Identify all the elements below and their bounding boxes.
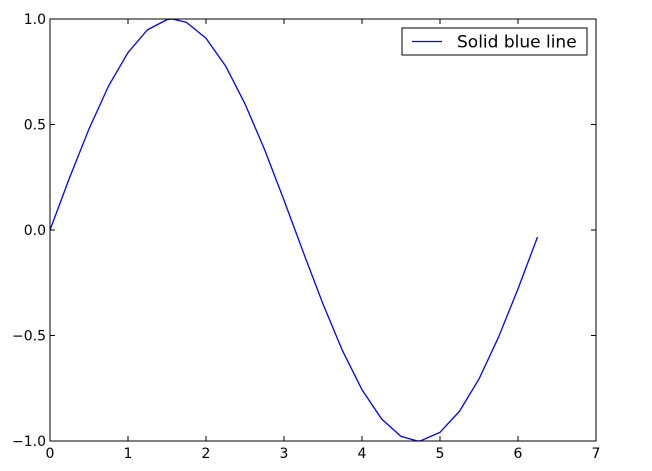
series-line <box>49 18 539 442</box>
y-tick-label: 0.0 <box>24 223 46 239</box>
x-tick-label: 0 <box>46 446 55 462</box>
y-tick-label: 0.5 <box>24 118 46 134</box>
x-tick-label: 7 <box>592 446 601 462</box>
legend: Solid blue line <box>401 27 588 56</box>
x-tick-label: 1 <box>124 446 133 462</box>
y-tick-label: 1.0 <box>24 12 46 28</box>
y-tick-label: −1.0 <box>12 434 46 450</box>
axes-frame <box>49 18 597 442</box>
x-tick-label: 2 <box>202 446 211 462</box>
x-tick-label: 4 <box>358 446 367 462</box>
legend-label: Solid blue line <box>457 33 577 53</box>
x-tick-label: 6 <box>514 446 523 462</box>
ticks-layer: 0 1 2 3 4 5 6 7 −1.0 −0.5 0.0 0.5 1.0 <box>12 12 600 462</box>
y-tick-label: −0.5 <box>12 329 46 345</box>
x-tick-label: 3 <box>280 446 289 462</box>
x-tick-label: 5 <box>436 446 445 462</box>
series-layer <box>49 18 539 442</box>
